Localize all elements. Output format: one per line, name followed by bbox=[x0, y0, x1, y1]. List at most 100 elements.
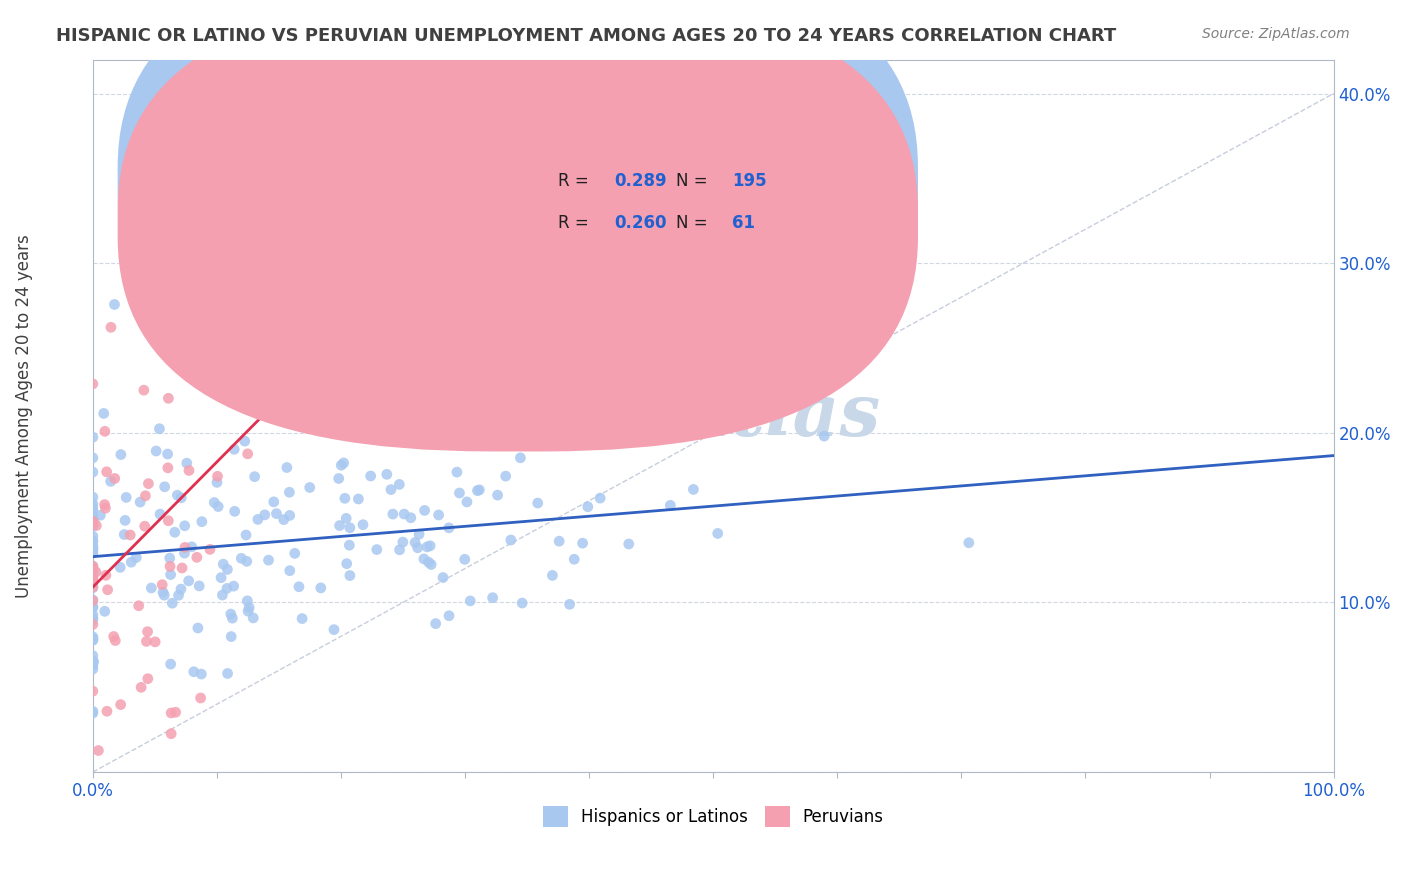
Point bbox=[252, 320, 274, 334]
Point bbox=[100, 475, 122, 489]
Point bbox=[333, 491, 356, 506]
Point bbox=[176, 456, 198, 470]
Point bbox=[148, 422, 170, 436]
Point bbox=[352, 517, 374, 532]
Point bbox=[82, 504, 104, 518]
Point bbox=[166, 351, 188, 366]
Point bbox=[82, 632, 104, 646]
Point bbox=[82, 570, 104, 584]
Point bbox=[278, 564, 301, 578]
Point bbox=[138, 476, 160, 491]
Point bbox=[82, 376, 104, 391]
Point bbox=[82, 571, 104, 585]
Point bbox=[186, 550, 208, 565]
Point bbox=[82, 564, 104, 578]
Point bbox=[82, 704, 104, 718]
Point bbox=[180, 540, 202, 554]
Point bbox=[82, 648, 104, 663]
Point bbox=[813, 429, 835, 443]
Point bbox=[276, 460, 298, 475]
Point bbox=[96, 704, 118, 718]
Point bbox=[149, 507, 172, 521]
Point bbox=[416, 540, 439, 554]
Point bbox=[82, 500, 104, 515]
Point bbox=[82, 430, 104, 444]
Point bbox=[136, 672, 159, 686]
Text: 0.260: 0.260 bbox=[614, 214, 666, 233]
Text: HISPANIC OR LATINO VS PERUVIAN UNEMPLOYMENT AMONG AGES 20 TO 24 YEARS CORRELATIO: HISPANIC OR LATINO VS PERUVIAN UNEMPLOYM… bbox=[56, 27, 1116, 45]
Point bbox=[430, 417, 453, 431]
Point bbox=[682, 483, 704, 497]
Point bbox=[224, 442, 246, 457]
Point bbox=[339, 521, 361, 535]
Point bbox=[93, 498, 115, 512]
Point bbox=[82, 519, 104, 533]
Text: 61: 61 bbox=[733, 214, 755, 233]
Point bbox=[82, 658, 104, 673]
Point bbox=[481, 591, 503, 605]
Point bbox=[82, 546, 104, 560]
Point bbox=[170, 561, 193, 575]
Point bbox=[337, 538, 360, 552]
Point bbox=[97, 582, 120, 597]
Point bbox=[236, 594, 259, 608]
Point bbox=[82, 561, 104, 575]
Point bbox=[100, 320, 122, 334]
Point bbox=[82, 515, 104, 529]
Point bbox=[336, 557, 359, 571]
Point bbox=[281, 354, 304, 368]
Point bbox=[163, 525, 186, 540]
Text: ZIPatlas: ZIPatlas bbox=[546, 380, 880, 451]
Point bbox=[89, 508, 111, 523]
Point bbox=[468, 483, 491, 497]
Point bbox=[273, 513, 295, 527]
Point bbox=[120, 528, 142, 542]
Point bbox=[94, 568, 117, 582]
Point bbox=[509, 450, 531, 465]
Point bbox=[399, 510, 422, 524]
Point bbox=[104, 471, 127, 485]
Point bbox=[207, 469, 229, 483]
Point bbox=[82, 512, 104, 526]
Point bbox=[236, 447, 259, 461]
Point bbox=[110, 448, 132, 462]
Point bbox=[82, 543, 104, 558]
Point bbox=[132, 383, 155, 397]
Point bbox=[392, 535, 415, 549]
Point bbox=[339, 568, 361, 582]
Point bbox=[82, 511, 104, 525]
Point bbox=[82, 508, 104, 523]
Point bbox=[82, 566, 104, 580]
Point bbox=[335, 511, 357, 525]
Point bbox=[160, 727, 183, 741]
Point bbox=[173, 518, 195, 533]
Point bbox=[143, 635, 166, 649]
Legend: Hispanics or Latinos, Peruvians: Hispanics or Latinos, Peruvians bbox=[534, 798, 893, 835]
Text: Source: ZipAtlas.com: Source: ZipAtlas.com bbox=[1202, 27, 1350, 41]
Point bbox=[83, 655, 105, 669]
Point bbox=[209, 378, 232, 392]
Point bbox=[110, 698, 132, 712]
Point bbox=[82, 564, 104, 578]
Point bbox=[288, 580, 311, 594]
Point bbox=[217, 666, 239, 681]
Point bbox=[136, 624, 159, 639]
Point bbox=[172, 305, 194, 319]
Text: R =: R = bbox=[558, 214, 595, 233]
Point bbox=[404, 535, 426, 549]
Point bbox=[82, 617, 104, 632]
Point bbox=[152, 335, 174, 350]
Point bbox=[84, 565, 107, 579]
Point bbox=[278, 485, 301, 500]
Point bbox=[425, 616, 447, 631]
Point bbox=[449, 486, 471, 500]
Point bbox=[243, 469, 266, 483]
Point bbox=[418, 555, 440, 569]
Point bbox=[548, 534, 571, 549]
Text: N =: N = bbox=[676, 172, 713, 190]
Point bbox=[278, 508, 301, 523]
Point bbox=[120, 555, 142, 569]
Point bbox=[359, 404, 381, 418]
Point bbox=[236, 604, 259, 618]
Point bbox=[141, 581, 163, 595]
